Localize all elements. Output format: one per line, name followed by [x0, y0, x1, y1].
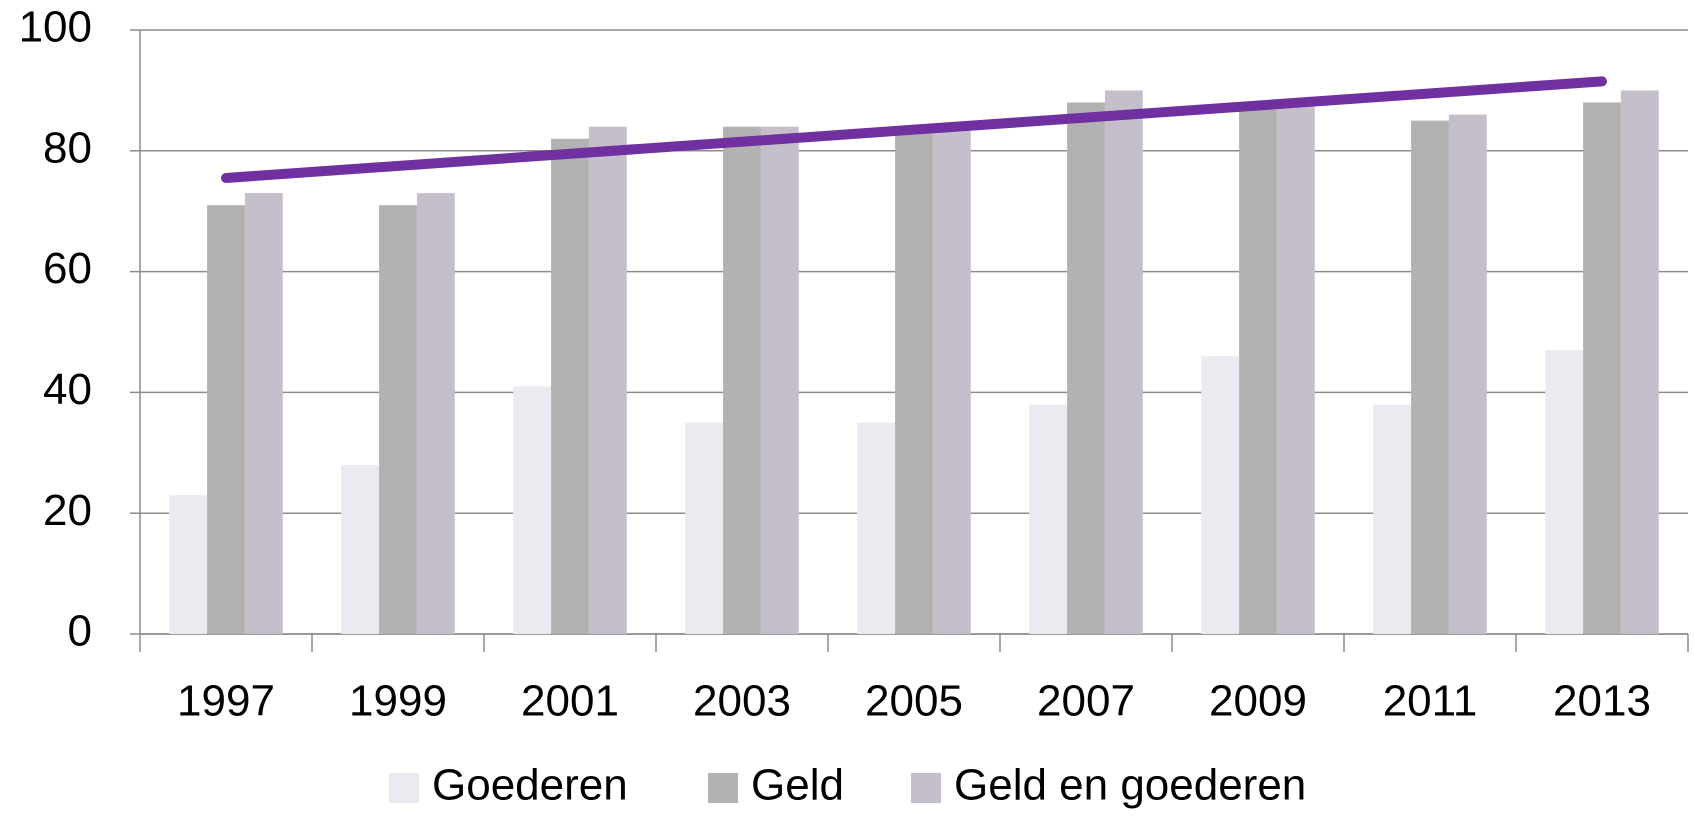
x-tick-label: 2011 — [1383, 677, 1478, 726]
bar — [685, 422, 724, 634]
bar — [1373, 404, 1412, 634]
bar — [895, 126, 933, 634]
y-tick-label: 80 — [43, 123, 92, 172]
bar — [760, 126, 799, 634]
y-tick-label: 0 — [68, 607, 92, 656]
x-tick-label: 1997 — [177, 677, 275, 726]
bar — [244, 193, 283, 634]
x-tick-label: 2005 — [865, 677, 963, 726]
y-tick-label: 100 — [19, 3, 92, 52]
bar — [207, 205, 245, 634]
x-tick-label: 2009 — [1209, 677, 1307, 726]
bar — [341, 464, 380, 634]
legend-label: Geld — [751, 761, 844, 810]
bar — [1067, 102, 1105, 635]
bar — [1411, 120, 1449, 635]
bar — [1029, 404, 1068, 634]
bar — [1239, 102, 1277, 635]
bar — [1448, 114, 1487, 634]
bar — [588, 126, 627, 634]
bar — [1201, 356, 1240, 634]
bar — [932, 126, 971, 634]
legend-label: Goederen — [432, 761, 628, 810]
legend-swatch — [911, 773, 941, 803]
bar — [551, 138, 589, 634]
bar — [513, 386, 552, 634]
y-tick-label: 60 — [43, 244, 92, 293]
bar — [723, 126, 761, 634]
bar — [416, 193, 455, 634]
bar — [1104, 90, 1143, 634]
y-tick-label: 40 — [43, 365, 92, 414]
legend-label: Geld en goederen — [954, 761, 1306, 810]
trend-line — [221, 76, 1607, 183]
bar — [857, 422, 896, 634]
x-tick-label: 2007 — [1037, 677, 1135, 726]
bar — [1545, 350, 1584, 634]
bar — [169, 495, 208, 634]
bar — [1276, 102, 1315, 635]
x-tick-label: 2003 — [693, 677, 791, 726]
bar — [379, 205, 417, 634]
x-tick-label: 1999 — [349, 677, 447, 726]
x-tick-label: 2001 — [521, 677, 619, 726]
x-tick-label: 2013 — [1553, 677, 1651, 726]
y-tick-label: 20 — [43, 486, 92, 535]
bar — [1620, 90, 1659, 634]
legend-swatch — [389, 773, 419, 803]
bar — [1583, 102, 1621, 635]
legend-swatch — [708, 773, 738, 803]
